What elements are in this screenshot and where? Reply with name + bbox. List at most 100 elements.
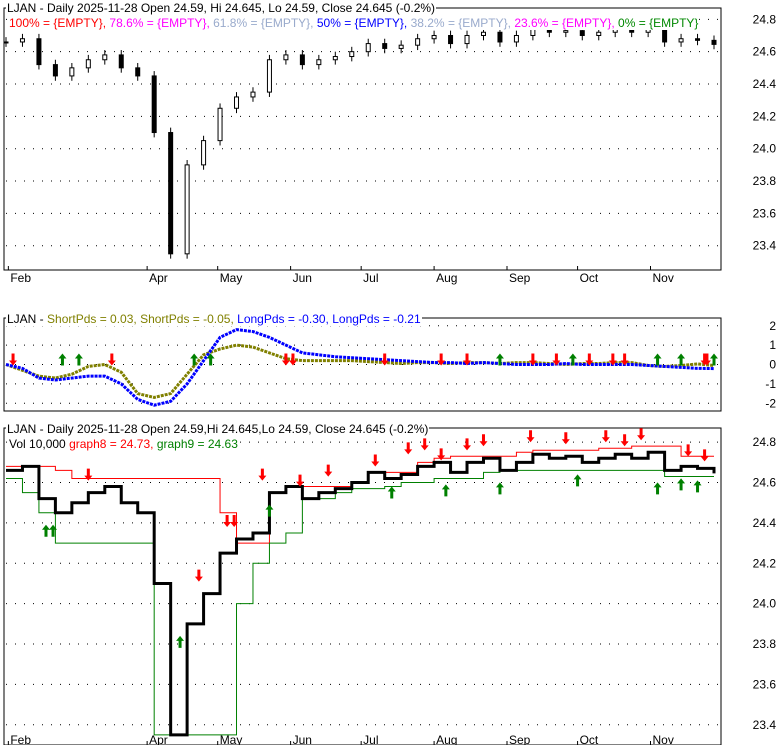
legend-entry: Vol 10,000 <box>9 437 70 451</box>
up-arrow-icon <box>573 474 582 487</box>
candle-body <box>398 44 404 49</box>
down-arrow-icon <box>620 434 629 447</box>
x-tick-label: May <box>220 733 243 745</box>
y-tick-label: 24.0 <box>753 142 777 156</box>
x-tick-label: Jul <box>363 733 378 745</box>
y-tick-label: 23.6 <box>753 206 777 220</box>
down-arrow-icon <box>288 353 297 366</box>
up-arrow-icon <box>710 353 718 366</box>
candle-body <box>678 38 684 43</box>
candle-body <box>431 34 437 40</box>
down-arrow-icon <box>437 448 446 461</box>
legend-entry: LJAN - <box>7 312 48 326</box>
legend-entry: 61.8% = {EMPTY}, <box>213 16 317 30</box>
down-arrow-icon <box>620 353 629 366</box>
up-arrow-icon <box>74 353 83 366</box>
candle-body <box>250 91 256 98</box>
down-arrow-icon <box>84 468 93 481</box>
candle-body <box>3 41 9 44</box>
down-arrow-icon <box>437 353 446 366</box>
down-arrow-icon <box>107 353 116 366</box>
down-arrow-icon <box>637 428 646 441</box>
up-arrow-icon <box>693 480 702 493</box>
candle-body <box>596 31 602 36</box>
up-arrow-icon <box>176 635 185 648</box>
legend-entry: LongPds = -0.30, <box>237 312 333 326</box>
candle-body <box>201 140 207 166</box>
candle-body <box>151 75 157 134</box>
down-arrow-icon <box>702 353 711 366</box>
down-arrow-icon <box>296 474 305 487</box>
x-tick-label: Aug <box>436 733 457 745</box>
y-tick-label: 2 <box>769 319 776 333</box>
x-tick-label: Oct <box>580 733 599 745</box>
up-arrow-icon <box>41 524 50 537</box>
y-tick-label: 24.6 <box>753 45 777 59</box>
panel-frame <box>3 7 722 271</box>
candle-body <box>52 64 58 77</box>
series-longpds <box>5 328 715 407</box>
legend-entry: graph8 = 24.73, <box>69 437 157 451</box>
y-tick-label: 0 <box>769 358 776 372</box>
y-tick-label: 24.2 <box>753 556 777 570</box>
bands-panel-title: LJAN - Daily 2025-11-28 Open 24.59,Hi 24… <box>6 422 430 436</box>
candle-body <box>266 59 272 93</box>
down-arrow-icon <box>371 454 380 467</box>
up-arrow-icon <box>568 353 577 366</box>
down-arrow-icon <box>479 434 488 447</box>
down-arrow-icon <box>380 353 389 366</box>
x-tick-label: Sep <box>509 733 531 745</box>
candle-body <box>36 38 42 66</box>
candle-body <box>497 31 503 43</box>
down-arrow-icon <box>404 442 413 455</box>
candle-body <box>316 59 322 66</box>
candle-body <box>382 43 388 49</box>
candle-body <box>299 54 305 66</box>
candle-body <box>69 67 75 77</box>
y-tick-label: 23.4 <box>753 239 777 253</box>
legend-entry: 50% = {EMPTY}, <box>316 16 411 30</box>
legend-entry: ShortPds = -0.05, <box>140 312 238 326</box>
candle-body <box>480 31 486 36</box>
up-arrow-icon <box>387 486 396 499</box>
up-arrow-icon <box>495 353 504 366</box>
down-arrow-icon <box>608 353 617 366</box>
up-arrow-icon <box>58 353 67 366</box>
down-arrow-icon <box>601 430 610 443</box>
legend-entry: 78.6% = {EMPTY}, <box>109 16 214 30</box>
up-arrow-icon <box>49 524 58 537</box>
series-graph8 <box>6 445 714 544</box>
y-tick-label: 23.8 <box>753 174 777 188</box>
x-tick-label: Jun <box>293 271 312 285</box>
candle-body <box>513 34 519 43</box>
candle-body <box>283 54 289 61</box>
legend-entry: 0% = {EMPTY} <box>618 16 699 30</box>
up-arrow-icon <box>653 353 662 366</box>
candle-body <box>234 96 240 109</box>
series-shortpds <box>5 343 715 399</box>
x-tick-label: Feb <box>10 271 31 285</box>
y-tick-label: 24.8 <box>753 435 777 449</box>
down-arrow-icon <box>258 468 267 481</box>
candle-body <box>464 34 470 45</box>
up-arrow-icon <box>206 353 215 366</box>
fib-legend: 100% = {EMPTY}, 78.6% = {EMPTY}, 61.8% =… <box>8 16 700 30</box>
down-arrow-icon <box>223 515 232 528</box>
up-arrow-icon <box>677 478 686 491</box>
oscillator-panel-title: LJAN - ShortPds = 0.03, ShortPds = -0.05… <box>6 312 422 326</box>
down-arrow-icon <box>528 353 537 366</box>
candle-body <box>168 132 174 255</box>
down-arrow-icon <box>552 353 561 366</box>
legend-entry: ShortPds = 0.03, <box>47 312 141 326</box>
legend-entry: 38.2% = {EMPTY}, <box>410 16 515 30</box>
x-tick-label: May <box>220 271 243 285</box>
candle-body <box>579 30 585 36</box>
x-tick-label: Aug <box>436 271 457 285</box>
up-arrow-icon <box>495 482 504 495</box>
up-arrow-icon <box>677 353 686 366</box>
x-tick-label: Jul <box>363 271 378 285</box>
candle-body <box>563 30 569 33</box>
x-tick-label: Jun <box>293 733 312 745</box>
down-arrow-icon <box>420 438 429 451</box>
